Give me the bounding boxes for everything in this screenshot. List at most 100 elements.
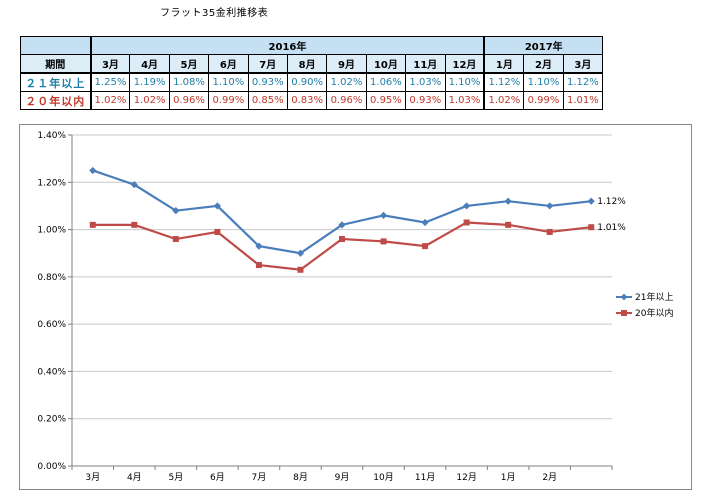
x-tick-label: 9月 <box>335 472 350 483</box>
rate-cell: 1.02% <box>326 72 367 92</box>
rate-cell: 0.99% <box>208 91 249 110</box>
year-header-corner <box>20 36 91 55</box>
month-header-cell: 12月 <box>444 54 485 74</box>
data-point <box>546 202 554 210</box>
month-header-cell: 4月 <box>129 54 170 74</box>
rate-cell: 1.10% <box>208 72 249 92</box>
x-tick-label: 4月 <box>127 472 142 483</box>
rate-cell: 1.03% <box>405 72 446 92</box>
data-point <box>463 202 471 210</box>
data-point <box>89 221 96 228</box>
rate-cell: 0.95% <box>365 91 407 110</box>
rate-cell: 1.02% <box>89 91 131 110</box>
rate-table: 2016年 2017年 期間 3月 4月 5月 6月 7月 8月 9月 10月 11月 12月 1月… <box>20 36 604 110</box>
x-tick-label: 1月 <box>501 472 516 483</box>
month-header-cell: 1月 <box>483 54 525 74</box>
y-tick-label: 0.00% <box>37 462 66 472</box>
data-point <box>380 238 387 245</box>
data-point <box>131 221 138 228</box>
rate-cell: 1.12% <box>562 72 604 92</box>
page-title: フラット35金利推移表 <box>160 8 269 19</box>
x-tick-label: 11月 <box>415 472 435 483</box>
data-point <box>504 197 512 205</box>
month-header-cell: 5月 <box>168 54 210 74</box>
data-point <box>172 236 179 243</box>
rate-cell: 1.10% <box>444 72 485 92</box>
rate-trend-chart: 0.00% 0.20% 0.40% 0.60% 0.80% 1.00% 1.20% 1.40%… <box>37 131 673 483</box>
year-header-row: 2016年 2017年 <box>20 36 604 55</box>
rate-cell: 0.93% <box>247 72 288 92</box>
rate-cell: 1.02% <box>483 91 525 110</box>
x-tick-label: 7月 <box>252 472 267 483</box>
rate-cell: 1.06% <box>365 72 407 92</box>
rate-cell: 1.08% <box>168 72 210 92</box>
y-tick-label: 0.20% <box>37 415 66 425</box>
x-tick-label: 10月 <box>373 472 393 483</box>
row-label-over-21-years: ２１年以上 <box>20 72 91 92</box>
rate-cell: 0.85% <box>247 91 288 110</box>
rate-cell: 1.10% <box>523 72 564 92</box>
rate-cell: 0.96% <box>326 91 367 110</box>
rate-cell: 1.19% <box>129 72 170 92</box>
legend-label: 20年以内 <box>635 307 673 319</box>
data-label: 1.12% <box>597 197 626 207</box>
month-header-cell: 6月 <box>208 54 249 74</box>
rate-row-over-21-years: ２１年以上 1.25% 1.19% 1.08% 1.10% 0.93% 0.90% 1.02… <box>20 72 604 92</box>
data-point <box>422 243 429 250</box>
data-point <box>588 224 595 231</box>
rate-row-under-20-years: ２０年以内 1.02% 1.02% 0.96% 0.99% 0.85% 0.83% 0.96… <box>20 91 604 110</box>
data-point <box>546 228 553 235</box>
x-tick-label: 5月 <box>168 472 183 483</box>
data-point <box>379 211 388 219</box>
month-header-cell: 3月 <box>89 54 131 74</box>
x-tick-label: 6月 <box>210 472 225 483</box>
data-point <box>339 236 345 243</box>
y-tick-label: 1.00% <box>37 226 66 236</box>
x-tick-label: 3月 <box>85 472 100 483</box>
rate-cell: 1.01% <box>562 91 604 110</box>
data-point <box>130 181 138 189</box>
data-point <box>89 166 97 175</box>
data-point <box>172 207 180 215</box>
y-tick-label: 0.40% <box>37 367 66 377</box>
data-point <box>338 221 346 229</box>
rate-cell: 0.90% <box>286 72 328 92</box>
data-point <box>297 266 304 273</box>
y-tick-label: 0.60% <box>37 320 66 330</box>
y-tick-label: 1.40% <box>37 131 66 141</box>
x-tick-label: 2月 <box>542 472 557 483</box>
period-header-label: 期間 <box>20 54 91 74</box>
month-header-cell: 7月 <box>247 54 288 74</box>
data-point <box>255 262 262 269</box>
x-tick-label: 12月 <box>456 472 476 483</box>
chart-frame: 0.00% 0.20% 0.40% 0.60% 0.80% 1.00% 1.20% 1.40%… <box>19 124 692 490</box>
month-header-cell: 8月 <box>286 54 328 74</box>
month-header-cell: 11月 <box>405 54 446 74</box>
legend-label: 21年以上 <box>635 291 673 303</box>
row-label-under-20-years: ２０年以内 <box>20 91 91 110</box>
rate-cell: 0.96% <box>168 91 210 110</box>
rate-cell: 1.25% <box>89 72 131 92</box>
rate-cell: 1.02% <box>129 91 170 110</box>
month-header-cell: 2月 <box>523 54 564 74</box>
data-point <box>505 221 512 228</box>
rate-cell: 0.83% <box>286 91 328 110</box>
month-header-cell: 9月 <box>326 54 367 74</box>
y-tick-label: 1.20% <box>37 178 66 188</box>
data-label: 1.01% <box>597 223 626 233</box>
month-header-cell: 3月 <box>562 54 604 74</box>
y-tick-label: 0.80% <box>37 273 66 283</box>
x-tick-label: 8月 <box>293 472 308 483</box>
month-header-cell: 10月 <box>365 54 407 74</box>
month-header-row: 期間 3月 4月 5月 6月 7月 8月 9月 10月 11月 12月 1月 2月 3月 <box>20 54 604 74</box>
data-point <box>463 219 470 226</box>
data-point <box>214 228 221 235</box>
rate-cell: 1.03% <box>444 91 485 110</box>
year-header-2016: 2016年 <box>89 36 485 55</box>
rate-cell: 0.93% <box>405 91 446 110</box>
data-point <box>587 197 595 205</box>
rate-cell: 1.12% <box>483 72 525 92</box>
rate-cell: 0.99% <box>523 91 564 110</box>
legend-marker <box>621 310 627 316</box>
data-point <box>421 218 429 227</box>
